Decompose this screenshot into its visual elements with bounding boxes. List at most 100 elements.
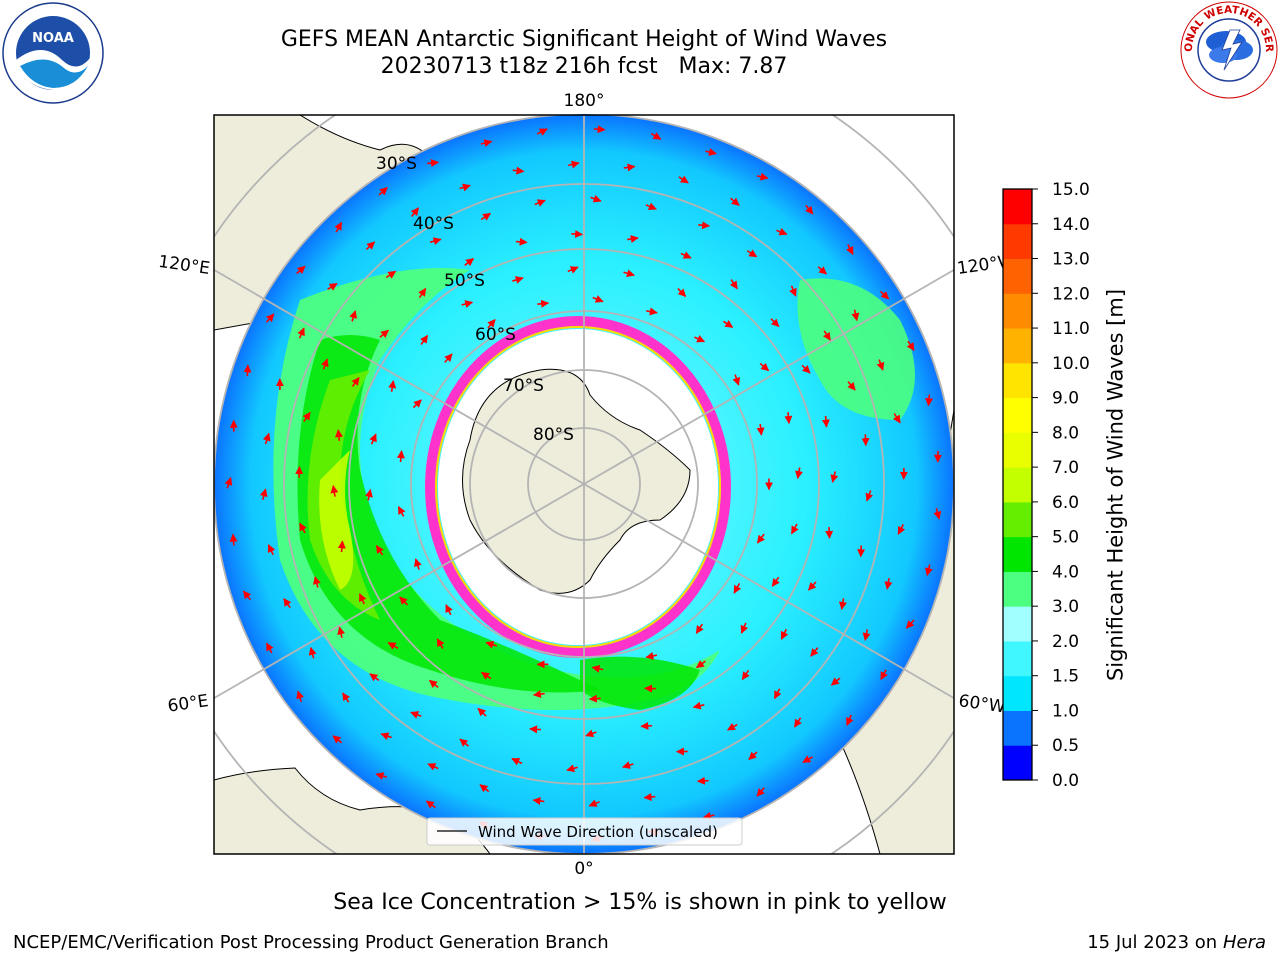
wind-wave-arrows <box>224 125 942 843</box>
wind-wave-arrow <box>650 132 662 140</box>
legend-text: Wind Wave Direction (unscaled) <box>478 823 718 841</box>
wind-wave-arrow <box>643 793 656 801</box>
wind-wave-arrow <box>590 194 602 203</box>
wind-wave-arrow <box>487 318 496 329</box>
colorbar-tick-label: 7.0 <box>1052 458 1079 478</box>
wind-wave-arrow <box>427 159 439 168</box>
wind-wave-arrow <box>847 381 856 391</box>
colorbar-segment <box>1003 640 1032 677</box>
wind-wave-arrow <box>933 508 942 520</box>
wind-wave-arrow <box>243 364 252 377</box>
wind-wave-arrow <box>880 669 888 681</box>
colorbar-tick-label: 13.0 <box>1052 250 1090 270</box>
wind-wave-arrow <box>756 787 765 797</box>
wind-wave-arrow <box>771 576 780 587</box>
lon-label-120e: 120°E <box>157 252 211 279</box>
colorbar-tick-label: 3.0 <box>1052 597 1079 617</box>
wind-wave-arrow <box>770 318 780 327</box>
wind-wave-arrow <box>425 800 436 809</box>
wind-wave-arrow <box>427 763 439 771</box>
wind-wave-arrow <box>623 269 635 278</box>
wind-wave-arrow <box>410 711 422 719</box>
colorbar-tick-label: 9.0 <box>1052 389 1079 409</box>
wind-wave-arrow <box>302 411 311 423</box>
wind-wave-arrow <box>379 329 390 338</box>
wave-band-east <box>797 278 915 420</box>
colorbar-tick-label: 1.0 <box>1052 701 1079 721</box>
wind-wave-arrow <box>695 660 706 669</box>
credit-machine: Hera <box>1222 932 1266 953</box>
wind-wave-arrow <box>830 471 839 483</box>
lon-label-60e: 60°E <box>166 691 209 716</box>
wind-wave-arrow <box>846 714 854 726</box>
wind-wave-arrow <box>283 598 292 609</box>
wind-wave-arrow <box>705 148 717 156</box>
colorbar-segment <box>1003 745 1032 781</box>
wave-band-6m <box>319 450 354 590</box>
wind-wave-arrow <box>897 523 906 535</box>
wind-wave-arrow <box>330 484 339 497</box>
wind-wave-arrow <box>396 450 405 462</box>
map-title: GEFS MEAN Antarctic Significant Height o… <box>280 27 888 52</box>
wind-wave-arrow <box>375 772 388 780</box>
wind-wave-arrow <box>759 362 770 372</box>
wind-wave-arrow <box>805 204 814 215</box>
wind-wave-arrow <box>537 299 550 308</box>
colorbar-tick-label: 2.0 <box>1052 632 1079 652</box>
wind-wave-arrow <box>640 721 653 730</box>
colorbar-segment <box>1003 328 1032 364</box>
wave-band-4m <box>297 335 600 693</box>
wind-wave-arrow <box>397 506 406 517</box>
wind-wave-arrow <box>695 623 704 634</box>
sea-ice-inner <box>435 326 721 648</box>
wind-wave-arrow <box>678 175 689 184</box>
wind-wave-arrow <box>693 335 706 343</box>
wind-wave-arrow <box>337 540 346 553</box>
credit-date-text: 15 Jul 2023 on <box>1087 932 1218 953</box>
wind-wave-arrow <box>485 640 497 649</box>
wind-wave-arrow <box>756 172 769 181</box>
colorbar-segment <box>1003 467 1032 503</box>
wind-wave-arrow <box>623 163 636 172</box>
wind-wave-arrow <box>790 523 799 535</box>
noaa-logo-text: NOAA <box>32 31 74 46</box>
wind-wave-arrow <box>585 729 597 738</box>
wind-wave-arrow <box>479 784 490 793</box>
wind-wave-arrow <box>698 221 711 230</box>
wind-wave-arrow <box>296 265 306 275</box>
colorbar-segment <box>1003 189 1032 225</box>
wind-wave-arrow <box>351 376 360 387</box>
wind-wave-arrow <box>879 290 890 300</box>
wind-wave-arrow <box>627 235 639 243</box>
wind-wave-arrow <box>481 671 492 680</box>
wind-wave-arrow <box>807 581 817 591</box>
lat-label-70s: 70°S <box>503 376 544 396</box>
colorbar-segment <box>1003 675 1032 711</box>
wind-wave-arrow <box>776 227 788 236</box>
wind-wave-arrow <box>726 722 738 731</box>
wind-wave-arrow <box>784 412 793 424</box>
colorbar-tick-label: 6.0 <box>1052 493 1079 513</box>
wind-wave-arrow <box>825 527 834 539</box>
wind-wave-arrow <box>817 266 828 275</box>
wind-wave-arrow <box>773 688 782 700</box>
wind-wave-arrow <box>838 598 847 610</box>
wind-wave-arrow <box>567 266 579 274</box>
wave-band-5m <box>307 370 380 620</box>
wind-wave-arrow <box>741 669 750 681</box>
colorbar-segment <box>1003 606 1032 642</box>
colorbar-segment <box>1003 501 1032 538</box>
sea-ice-note: Sea Ice Concentration > 15% is shown in … <box>333 890 947 915</box>
wind-wave-arrow <box>412 399 422 409</box>
wind-wave-arrow <box>822 330 831 341</box>
wind-wave-arrow <box>532 797 545 805</box>
lon-label-60w: 60°W <box>957 691 1006 717</box>
wind-wave-arrow <box>722 320 734 329</box>
wind-wave-arrow <box>732 374 741 386</box>
wind-wave-arrow <box>821 415 830 428</box>
wind-wave-arrow <box>876 359 885 371</box>
wind-wave-arrow <box>229 533 238 546</box>
credit-date: 15 Jul 2023 on Hera <box>1087 932 1266 953</box>
wind-wave-arrow <box>332 735 343 744</box>
